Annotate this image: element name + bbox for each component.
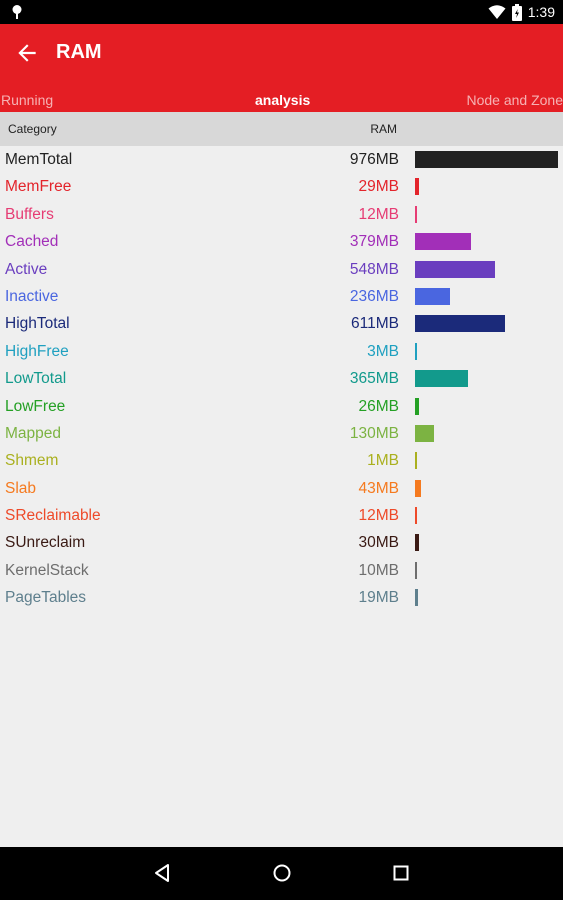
tab-analysis[interactable]: analysis: [255, 92, 311, 108]
column-header-category: Category: [8, 122, 57, 136]
nav-home-icon[interactable]: [270, 861, 294, 885]
memory-table: MemTotal 976MB MemFree 29MB Buffers 12MB Cache…: [0, 146, 563, 612]
location-pin-icon: [12, 5, 22, 19]
row-usage-bar: [415, 370, 469, 388]
row-ram-value: 611MB: [351, 315, 399, 333]
row-category-name: MemFree: [5, 178, 72, 196]
table-row[interactable]: PageTables 19MB: [0, 584, 563, 611]
table-row[interactable]: LowTotal 365MB: [0, 365, 563, 392]
row-ram-value: 29MB: [358, 178, 400, 196]
tab-running[interactable]: Running: [1, 92, 54, 108]
row-category-name: LowFree: [5, 397, 66, 415]
table-row[interactable]: Inactive 236MB: [0, 283, 563, 310]
row-category-name: HighTotal: [5, 315, 70, 333]
nav-recent-icon[interactable]: [389, 861, 413, 885]
row-ram-value: 43MB: [358, 479, 400, 497]
table-row[interactable]: Shmem 1MB: [0, 447, 563, 474]
row-category-name: MemTotal: [5, 151, 73, 168]
row-usage-bar: [415, 534, 420, 552]
row-category-name: LowTotal: [5, 370, 67, 388]
row-usage-bar: [415, 315, 505, 333]
table-row[interactable]: HighTotal 611MB: [0, 310, 563, 337]
row-ram-value: 10MB: [358, 561, 400, 579]
nav-back-icon[interactable]: [150, 861, 174, 885]
table-header: Category RAM: [0, 112, 563, 146]
row-usage-bar: [415, 424, 435, 442]
row-category-name: Mapped: [5, 424, 62, 442]
row-category-name: KernelStack: [5, 561, 89, 579]
status-time: 1:39: [527, 4, 555, 20]
row-category-name: Buffers: [5, 205, 54, 223]
row-category-name: Slab: [5, 479, 37, 497]
row-ram-value: 30MB: [358, 534, 400, 552]
table-row[interactable]: SReclaimable 12MB: [0, 502, 563, 529]
row-ram-value: 26MB: [358, 397, 400, 415]
row-ram-value: 19MB: [358, 589, 400, 607]
table-row[interactable]: HighFree 3MB: [0, 338, 563, 365]
table-row[interactable]: Buffers 12MB: [0, 201, 563, 228]
table-row[interactable]: MemFree 29MB: [0, 173, 563, 200]
row-ram-value: 548MB: [349, 260, 399, 278]
row-ram-value: 130MB: [349, 424, 399, 442]
table-row[interactable]: Mapped 130MB: [0, 420, 563, 447]
app-bar: RAM Running analysis Node and Zone: [0, 24, 563, 112]
battery-icon: [511, 3, 522, 21]
row-category-name: HighFree: [5, 342, 69, 360]
row-ram-value: 976MB: [349, 151, 399, 168]
table-row[interactable]: Slab 43MB: [0, 475, 563, 502]
row-category-name: Inactive: [5, 287, 59, 305]
row-usage-bar: [415, 479, 422, 497]
row-ram-value: 12MB: [358, 205, 400, 223]
row-category-name: SUnreclaim: [5, 534, 86, 552]
tab-strip: Running analysis Node and Zone: [0, 88, 563, 112]
status-bar: 1:39: [0, 0, 563, 24]
navigation-bar: [0, 847, 563, 900]
row-ram-value: 236MB: [349, 287, 399, 305]
row-ram-value: 365MB: [349, 370, 399, 388]
row-ram-value: 12MB: [358, 507, 400, 525]
row-usage-bar: [415, 178, 420, 196]
row-category-name: SReclaimable: [5, 507, 101, 525]
row-usage-bar: [415, 561, 417, 579]
row-usage-bar: [415, 205, 417, 223]
row-usage-bar: [415, 589, 418, 607]
row-usage-bar: [415, 287, 450, 305]
table-row[interactable]: SUnreclaim 30MB: [0, 529, 563, 556]
table-row[interactable]: MemTotal 976MB: [0, 146, 563, 173]
row-usage-bar: [415, 397, 419, 415]
row-usage-bar: [415, 507, 417, 525]
row-ram-value: 3MB: [367, 342, 399, 360]
wifi-icon: [488, 5, 506, 19]
column-header-ram: RAM: [370, 122, 397, 136]
row-category-name: Shmem: [5, 452, 59, 470]
page-title: RAM: [56, 41, 102, 63]
row-usage-bar: [415, 151, 558, 168]
table-row[interactable]: LowFree 26MB: [0, 393, 563, 420]
row-usage-bar: [415, 342, 417, 360]
table-row[interactable]: Active 548MB: [0, 256, 563, 283]
arrow-left-icon[interactable]: [14, 40, 40, 66]
row-usage-bar: [415, 233, 471, 251]
tab-node-and-zone[interactable]: Node and Zone: [466, 92, 563, 108]
row-usage-bar: [415, 260, 496, 278]
row-ram-value: 379MB: [349, 233, 399, 251]
row-category-name: Cached: [5, 233, 59, 251]
row-usage-bar: [415, 452, 417, 470]
table-row[interactable]: KernelStack 10MB: [0, 557, 563, 584]
table-row[interactable]: Cached 379MB: [0, 228, 563, 255]
row-category-name: PageTables: [5, 589, 87, 607]
row-ram-value: 1MB: [367, 452, 399, 470]
row-category-name: Active: [5, 260, 48, 278]
